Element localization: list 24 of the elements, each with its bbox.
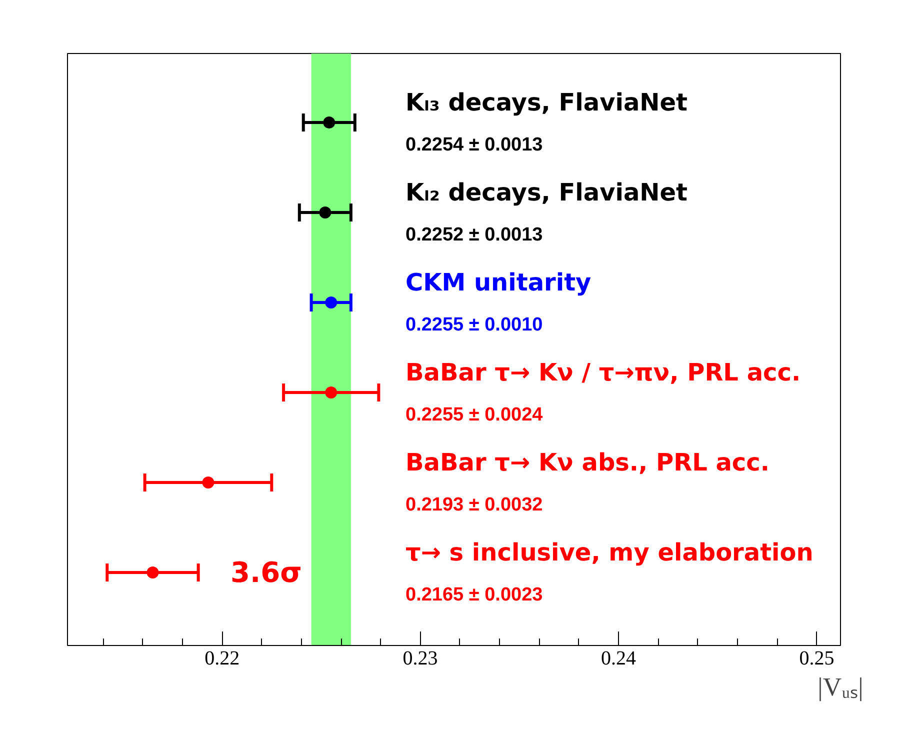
y-tick-label: Kₗ₂ decays, FlaviaNet bbox=[406, 178, 688, 206]
annotation: 0.2252 ± 0.0013 bbox=[406, 224, 543, 246]
point bbox=[146, 566, 159, 578]
annotation: 3.6σ bbox=[230, 556, 302, 589]
y-tick-label: Kₗ₃ decays, FlaviaNet bbox=[406, 88, 688, 116]
y-tick-label: τ→ s inclusive, my elaboration bbox=[406, 538, 814, 566]
point bbox=[325, 386, 338, 398]
point bbox=[323, 116, 336, 128]
y-tick-label: BaBar τ→ Kν abs., PRL acc. bbox=[406, 448, 770, 476]
annotation: 0.2165 ± 0.0023 bbox=[406, 584, 543, 606]
y-tick-label: CKM unitarity bbox=[406, 268, 592, 296]
x-tick-label: 0.24 bbox=[601, 648, 636, 670]
x-tick-label: 0.22 bbox=[204, 648, 240, 670]
annotation: 0.2255 ± 0.0010 bbox=[406, 314, 543, 336]
x-axis-title: |Vᵤₛ| bbox=[818, 672, 864, 702]
x-tick-label: 0.25 bbox=[799, 648, 834, 670]
point bbox=[325, 296, 338, 308]
annotation: 0.2254 ± 0.0013 bbox=[406, 134, 543, 156]
point bbox=[202, 476, 214, 488]
x-tick-label: 0.23 bbox=[402, 648, 438, 670]
annotation: 0.2255 ± 0.0024 bbox=[406, 404, 544, 426]
y-tick-label: BaBar τ→ Kν / τ→πν, PRL acc. bbox=[406, 358, 801, 386]
annotation: 0.2193 ± 0.0032 bbox=[406, 494, 543, 516]
point bbox=[319, 206, 332, 218]
